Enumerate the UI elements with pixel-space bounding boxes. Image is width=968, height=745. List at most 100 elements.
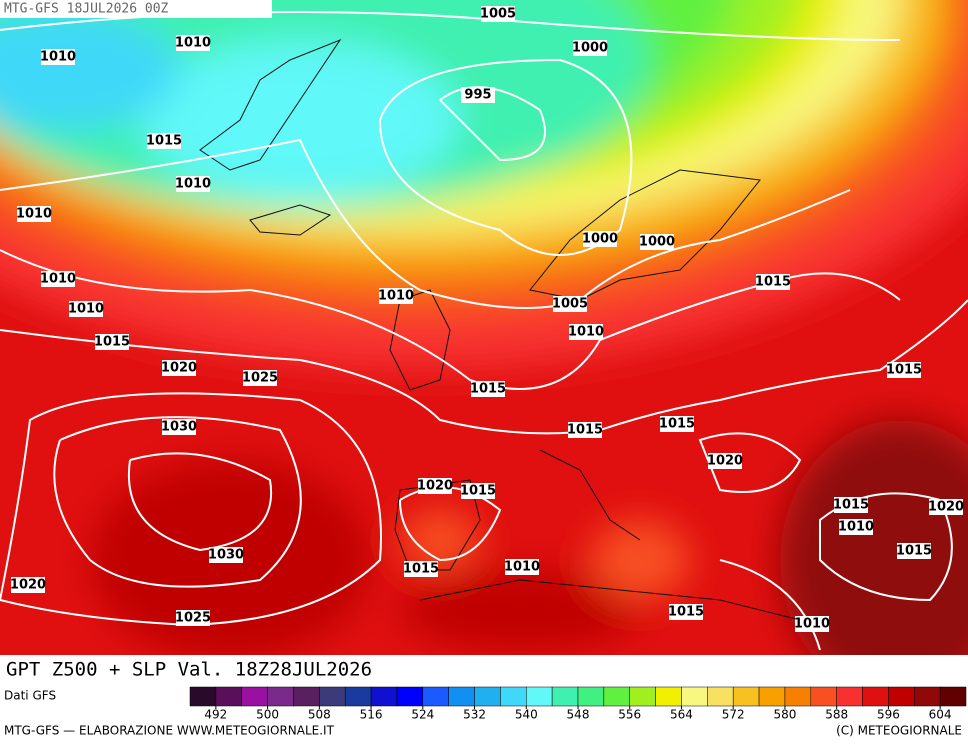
colorbar-swatch [758, 686, 786, 707]
colorbar-tick-label: 532 [463, 708, 486, 722]
isobar-label: 1005 [552, 297, 588, 312]
isobar-label: 1000 [639, 235, 675, 250]
isobar-label: 1010 [175, 36, 211, 51]
isobar-label: 1025 [175, 611, 211, 626]
isobar-label: 1010 [68, 302, 104, 317]
coastlines [199, 38, 801, 621]
colorbar-swatch [603, 686, 630, 707]
isobar-label: 1015 [896, 544, 932, 559]
isobar-label: 1020 [161, 361, 197, 376]
isobar-label-bg [708, 453, 742, 469]
isobar-label-bg [17, 206, 51, 222]
colorbar-swatch [707, 686, 734, 707]
isobar-label: 1020 [10, 578, 46, 593]
colorbar-swatch [888, 686, 915, 707]
colorbar-swatch [836, 686, 863, 707]
isobar-label-bg [669, 604, 703, 620]
isobar-label: 1015 [470, 382, 506, 397]
colorbar-tick-label: 588 [825, 708, 848, 722]
isobar-label-bg [41, 49, 75, 65]
isobar-label: 1000 [572, 41, 608, 56]
isobar-label-bg [839, 519, 873, 535]
colorbar-tick-label: 572 [722, 708, 745, 722]
isobar-label-bg [481, 6, 515, 22]
isobar-label: 1015 [403, 562, 439, 577]
isobar-label-bg [505, 559, 539, 575]
isobar-label-bg [69, 301, 103, 317]
isobar-label: 1015 [886, 363, 922, 378]
colorbar-swatch [526, 686, 553, 707]
isobar-label: 1015 [94, 335, 130, 350]
isobar-label-bg [176, 610, 210, 626]
colorbar-tick-label: 524 [411, 708, 434, 722]
isobar-label-bg [573, 40, 607, 56]
colorbar-tick-label: 516 [360, 708, 383, 722]
isobar-label: 1010 [504, 560, 540, 575]
colorbar-tick-label: 508 [308, 708, 331, 722]
isobar-label: 1020 [417, 479, 453, 494]
title-box [0, 655, 412, 683]
isobar-label: 1020 [707, 454, 743, 469]
field: 1005 1010 1010 1000 995 1015 1010 1010 1000 1000 1… [0, 0, 968, 655]
isobar-label-bg [756, 274, 790, 290]
isobar-label: 1015 [567, 423, 603, 438]
colorbar-swatch [344, 686, 372, 707]
isobar-label-bg [583, 231, 617, 247]
colorbar-swatch [939, 686, 967, 707]
isobar-label-bg [418, 478, 452, 494]
isobar-label: 1020 [928, 500, 964, 515]
isobar-label-bg [162, 360, 196, 376]
isobar-label: 1030 [161, 420, 197, 435]
isobar-label: 1000 [582, 232, 618, 247]
colorbar-swatch [241, 686, 268, 707]
colorbar-swatch [396, 686, 424, 707]
isobar-label-bg [41, 271, 75, 287]
isobar-label-bg [461, 87, 495, 103]
footer-left: MTG-GFS — ELABORAZIONE WWW.METEOGIORNALE… [4, 724, 335, 738]
isobar-label-bg [176, 35, 210, 51]
colorbar-swatch [810, 686, 837, 707]
isobar-label-bg [569, 324, 603, 340]
footer-right: (C) METEOGIORNALE [836, 724, 962, 738]
colorbar-swatch [189, 686, 217, 707]
isobar-labels: 1005 1010 1010 1000 995 1015 1010 1010 1000 1000 1… [10, 6, 964, 632]
isobar-label-bg [404, 561, 438, 577]
colorbar-swatch [500, 686, 527, 707]
isobar-label-bg [553, 296, 587, 312]
colorbar-tick-label: 540 [515, 708, 538, 722]
isobar-label: 1010 [794, 617, 830, 632]
colorbar-tick-label: 492 [204, 708, 227, 722]
isobar-label: 1015 [668, 605, 704, 620]
isobar-label-bg [640, 234, 674, 250]
colorbar-swatch [551, 686, 579, 707]
colorbar-swatch [914, 686, 941, 707]
colorbar-swatch [474, 686, 501, 707]
colorbar-tick-label: 604 [929, 708, 952, 722]
header: MTG-GFS 18JUL2026 00Z [4, 2, 169, 17]
isobar-label: 1010 [40, 50, 76, 65]
isobar-label-bg [461, 483, 495, 499]
colorbar-swatch [448, 686, 475, 707]
colorbar-swatch [681, 686, 708, 707]
isobar-label-bg [95, 334, 129, 350]
isobar-label-bg [147, 133, 181, 149]
isobar-label: 1025 [242, 371, 278, 386]
isobar-label-bg [660, 416, 694, 432]
isobar-label-bg [11, 577, 45, 593]
colorbar-swatch [732, 686, 760, 707]
isobar-label: 1015 [833, 498, 869, 513]
isobar-label-bg [209, 547, 243, 563]
isobar-label: 1010 [838, 520, 874, 535]
header-box [0, 0, 272, 18]
isobar-label-bg [243, 370, 277, 386]
colorbar-swatch [784, 686, 812, 707]
isobar-label: 1010 [40, 272, 76, 287]
isobar-label-bg [176, 176, 210, 192]
colorbar-swatch [655, 686, 682, 707]
colorbar-tick-label: 548 [567, 708, 590, 722]
colorbar-swatch [319, 686, 346, 707]
isobar-label-bg [162, 419, 196, 435]
isobar-label: 995 [464, 88, 491, 103]
